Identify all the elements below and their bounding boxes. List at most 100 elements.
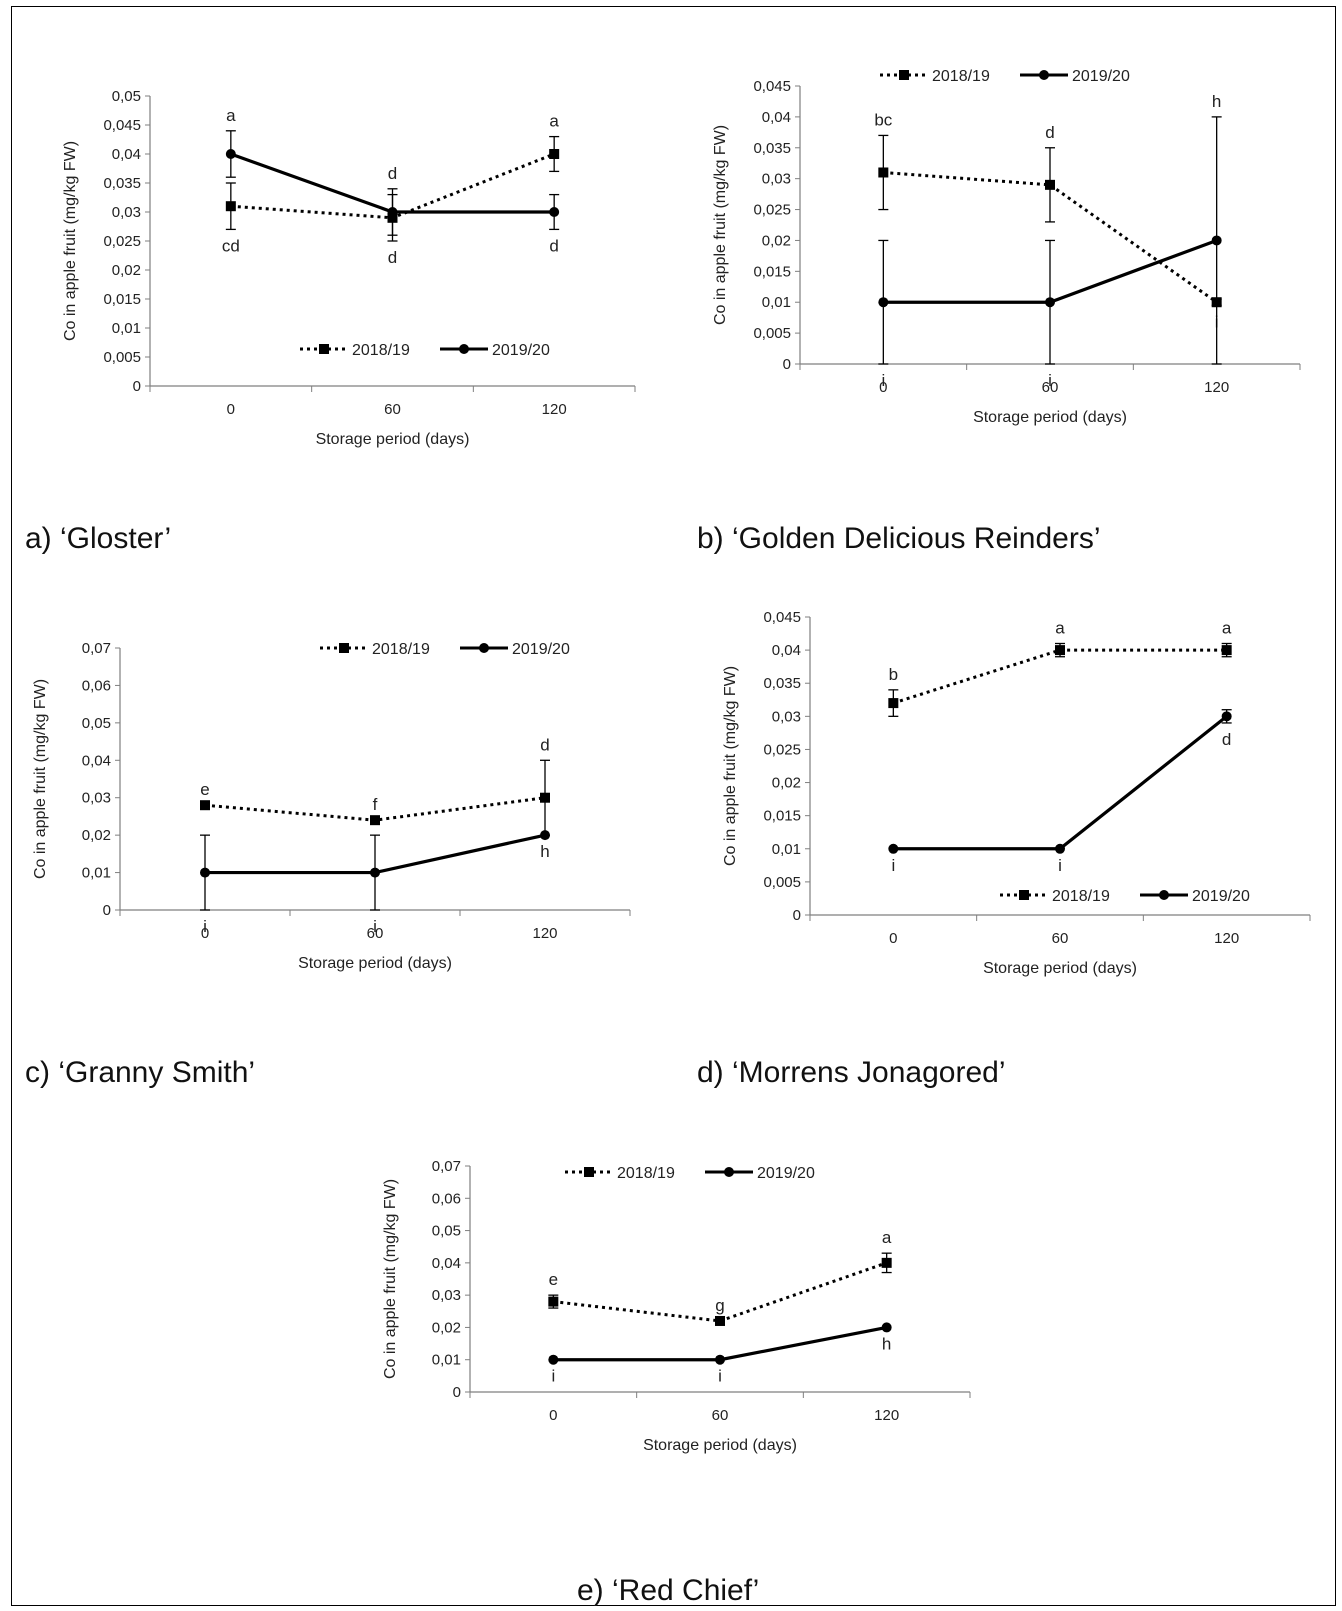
caption-gloster: a) ‘Gloster’ — [25, 522, 172, 555]
y-tick-label: 0,01 — [762, 294, 791, 311]
x-tick-label: 120 — [1204, 379, 1229, 396]
legend-marker-circle — [1159, 890, 1169, 900]
data-point-circle — [881, 1322, 892, 1333]
y-tick-label: 0 — [793, 907, 801, 924]
caption-golden-delicious: b) ‘Golden Delicious Reinders’ — [697, 522, 1101, 555]
legend-label: 2018/19 — [1052, 888, 1110, 905]
y-tick-label: 0,03 — [762, 171, 791, 188]
data-point-circle — [200, 867, 210, 878]
legend-label: 2019/20 — [512, 641, 570, 658]
x-tick-label: 60 — [1042, 379, 1059, 396]
y-axis-label: Co in apple fruit (mg/kg FW) — [722, 666, 739, 866]
y-tick-label: 0,035 — [763, 675, 801, 692]
x-tick-label: 0 — [201, 925, 209, 942]
y-tick-label: 0,02 — [112, 262, 141, 279]
y-axis-label: Co in apple fruit (mg/kg FW) — [712, 125, 729, 325]
y-tick-label: 0,04 — [772, 642, 801, 659]
significance-label: i — [718, 1367, 722, 1386]
significance-label: b — [889, 665, 898, 684]
y-tick-label: 0,015 — [763, 808, 801, 825]
data-point-square — [1045, 179, 1055, 190]
x-tick-label: 60 — [367, 925, 384, 942]
legend-marker-circle — [479, 643, 489, 653]
y-tick-label: 0 — [103, 902, 111, 919]
y-tick-label: 0,045 — [753, 78, 791, 95]
data-point-circle — [1045, 297, 1055, 308]
legend-marker-square — [899, 70, 909, 80]
chart-gloster: 0 0,005 0,01 0,015 0,02 0,025 0,03 0,035 0,04 0,0… — [62, 88, 636, 448]
legend-label: 2019/20 — [757, 1165, 815, 1182]
chart-granny-smith: 0 0,01 0,02 0,03 0,04 0,05 0,06 0,07 0 60 120 Stora… — [32, 640, 631, 972]
chart-golden-delicious: 0 0,005 0,01 0,015 0,02 0,025 0,03 0,035 0,04 0,0… — [712, 68, 1301, 426]
x-tick-label: 120 — [874, 1407, 899, 1424]
significance-label: d — [540, 735, 549, 754]
chart-panel-red-chief: 0 0,01 0,02 0,03 0,04 0,05 0,06 0,07 0 60 120 Stora… — [382, 1158, 1010, 1490]
caption-morrens-jonagored: d) ‘Morrens Jonagored’ — [697, 1056, 1006, 1089]
y-tick-label: 0,04 — [432, 1255, 461, 1272]
legend-label: 2018/19 — [617, 1165, 675, 1182]
y-tick-label: 0,02 — [82, 827, 111, 844]
y-tick-label: 0,04 — [82, 752, 111, 769]
data-point-circle — [540, 830, 550, 841]
data-point-square — [225, 201, 236, 212]
significance-label: a — [549, 112, 559, 131]
y-tick-label: 0,035 — [753, 140, 791, 157]
x-axis-label: Storage period (days) — [983, 960, 1137, 977]
y-tick-label: 0,01 — [112, 320, 141, 337]
data-point-circle — [878, 297, 889, 308]
caption-red-chief: e) ‘Red Chief’ — [577, 1574, 760, 1607]
significance-label: cd — [222, 236, 240, 255]
legend-marker-circle — [1039, 70, 1049, 80]
significance-label: a — [882, 1228, 892, 1247]
y-axis-label: Co in apple fruit (mg/kg FW) — [32, 679, 49, 879]
significance-label: a — [1222, 618, 1232, 637]
significance-label: a — [1055, 618, 1065, 637]
y-tick-label: 0 — [453, 1384, 461, 1401]
y-tick-label: 0,015 — [103, 291, 141, 308]
legend-marker-square — [1019, 890, 1029, 900]
y-tick-label: 0,025 — [103, 233, 141, 250]
y-tick-label: 0,04 — [762, 109, 791, 126]
x-axis-label: Storage period (days) — [316, 431, 470, 448]
legend-marker-square — [584, 1167, 594, 1177]
x-tick-label: 60 — [1052, 930, 1069, 947]
data-point-circle — [548, 1354, 559, 1365]
y-tick-label: 0,06 — [432, 1190, 461, 1207]
chart-panel-gloster: 0 0,005 0,01 0,015 0,02 0,025 0,03 0,035 0,04 0,0… — [40, 50, 660, 470]
data-point-circle — [225, 149, 236, 159]
y-tick-label: 0,035 — [103, 175, 141, 192]
caption-granny-smith: c) ‘Granny Smith’ — [25, 1056, 256, 1089]
significance-label: i — [891, 856, 895, 875]
significance-label: h — [540, 842, 549, 861]
data-point-circle — [1221, 711, 1232, 722]
x-tick-label: 0 — [889, 930, 897, 947]
data-point-circle — [370, 867, 380, 878]
figure-frame — [11, 6, 1336, 1606]
y-tick-label: 0 — [133, 378, 141, 395]
data-point-square — [881, 1257, 892, 1268]
y-tick-label: 0,025 — [763, 741, 801, 758]
data-point-square — [370, 815, 380, 826]
significance-label: g — [715, 1296, 724, 1315]
legend-label: 2018/19 — [372, 641, 430, 658]
y-tick-label: 0,025 — [753, 202, 791, 219]
data-point-circle — [888, 843, 899, 854]
legend-marker-square — [319, 344, 329, 354]
data-point-square — [888, 698, 899, 709]
significance-label: f — [373, 795, 378, 814]
y-tick-label: 0,03 — [432, 1287, 461, 1304]
y-tick-label: 0,005 — [103, 349, 141, 366]
x-axis-label: Storage period (days) — [298, 955, 452, 972]
y-axis-label: Co in apple fruit (mg/kg FW) — [382, 1179, 399, 1379]
data-point-square — [548, 1296, 559, 1307]
significance-label: d — [1222, 730, 1231, 749]
y-tick-label: 0,015 — [753, 263, 791, 280]
significance-label: i — [881, 371, 885, 390]
data-point-square — [200, 800, 210, 811]
y-tick-label: 0,05 — [82, 715, 111, 732]
significance-label: i — [203, 917, 207, 936]
y-tick-label: 0,005 — [753, 325, 791, 342]
chart-red-chief: 0 0,01 0,02 0,03 0,04 0,05 0,06 0,07 0 60 120 Stora… — [382, 1158, 971, 1454]
x-tick-label: 0 — [549, 1407, 557, 1424]
chart-morrens-jonagored: 0 0,005 0,01 0,015 0,02 0,025 0,03 0,035 0,04 0,0… — [722, 609, 1311, 977]
